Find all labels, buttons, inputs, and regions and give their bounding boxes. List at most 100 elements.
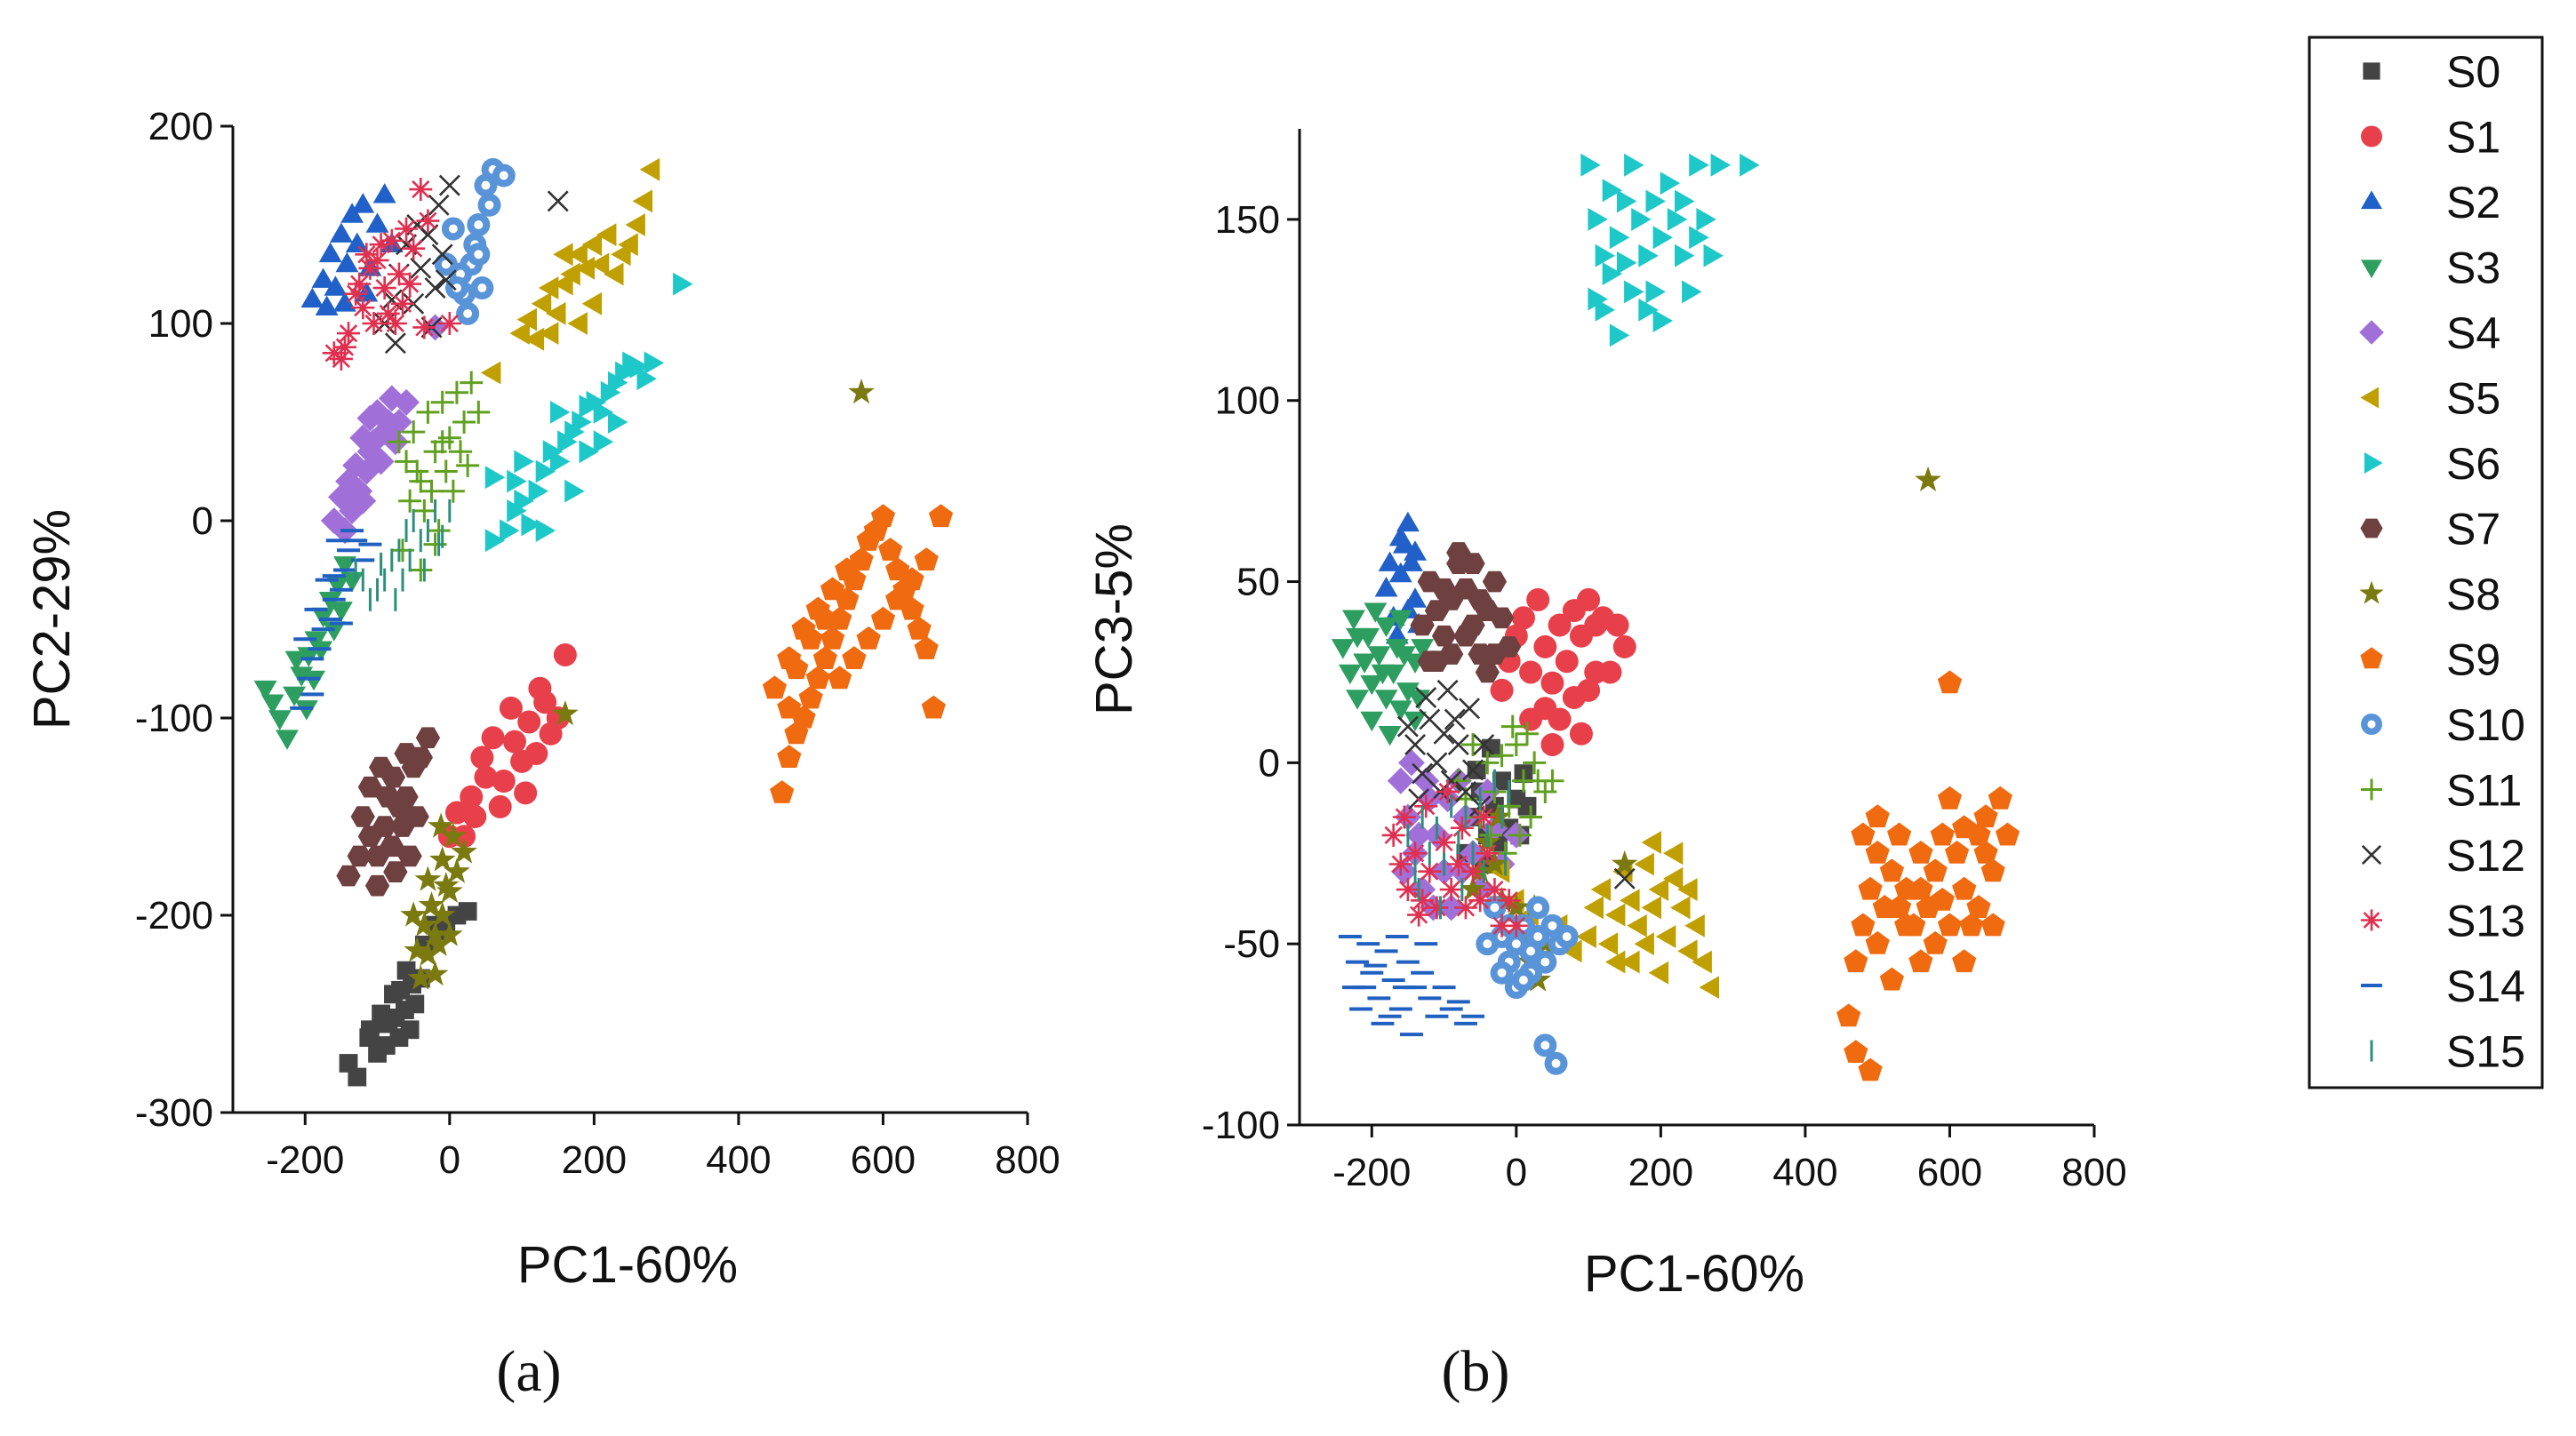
data-point xyxy=(1577,678,1601,702)
data-point xyxy=(636,367,657,391)
data-point xyxy=(1517,796,1537,816)
legend-item-s13: S13 xyxy=(2361,897,2525,946)
data-point xyxy=(770,780,795,803)
data-point xyxy=(1580,153,1601,177)
data-point xyxy=(625,213,645,236)
series-s0 xyxy=(339,902,477,1087)
data-point xyxy=(784,656,809,680)
data-point xyxy=(1374,690,1398,710)
series-s3 xyxy=(253,556,364,750)
data-point xyxy=(1433,722,1455,745)
data-point xyxy=(344,282,368,306)
data-point xyxy=(1634,932,1654,956)
data-point xyxy=(467,243,491,267)
data-point xyxy=(1388,700,1412,721)
panel-a-scatter-chart: -200 0 200 400 600 800 -300 -200 -100 0 100 200 PC1-… xyxy=(23,105,1060,1404)
legend-item-s3: S3 xyxy=(2361,243,2500,293)
data-point xyxy=(1387,767,1414,794)
data-point xyxy=(1930,888,1955,911)
data-point xyxy=(398,489,422,513)
data-point xyxy=(1378,726,1402,746)
y-tick-label: -200 xyxy=(135,894,213,937)
legend-label: S5 xyxy=(2446,374,2500,424)
data-point xyxy=(798,626,823,650)
series-s13 xyxy=(1381,779,1528,937)
data-point xyxy=(444,801,468,825)
data-point xyxy=(1388,610,1412,630)
data-point xyxy=(1836,1003,1861,1027)
data-point xyxy=(500,519,520,542)
data-point xyxy=(567,312,588,335)
y-axis-label: PC2-29% xyxy=(23,509,81,730)
data-point xyxy=(639,157,660,181)
data-point xyxy=(1374,577,1398,597)
data-point xyxy=(492,164,516,187)
data-point xyxy=(309,641,333,661)
data-point xyxy=(470,746,494,770)
data-point xyxy=(340,571,364,593)
data-point xyxy=(428,846,456,872)
y-tick-label: 100 xyxy=(1215,379,1280,423)
data-point xyxy=(1663,842,1684,866)
data-point xyxy=(404,806,429,827)
data-point xyxy=(1476,932,1500,956)
data-point xyxy=(1540,671,1564,695)
series-s15 xyxy=(354,499,452,611)
data-point xyxy=(351,296,375,320)
data-point xyxy=(1473,734,1495,755)
data-point xyxy=(347,845,372,867)
series-s13 xyxy=(322,178,461,371)
legend-marker xyxy=(2363,62,2380,80)
data-point xyxy=(1331,639,1355,659)
data-point xyxy=(1381,823,1405,847)
data-point xyxy=(409,178,433,202)
data-point xyxy=(1412,767,1440,794)
data-point xyxy=(835,557,860,581)
data-point xyxy=(1937,786,1963,810)
data-point xyxy=(1412,762,1434,785)
data-point xyxy=(394,743,419,764)
data-point xyxy=(430,390,454,414)
data-point xyxy=(1497,889,1521,913)
data-point xyxy=(538,322,559,345)
data-point xyxy=(1504,732,1528,756)
data-point xyxy=(550,401,571,424)
data-point xyxy=(517,710,541,734)
data-point xyxy=(383,312,407,335)
data-point xyxy=(456,453,480,477)
series-s14 xyxy=(290,529,382,710)
data-point xyxy=(451,838,477,864)
data-point xyxy=(1631,208,1652,231)
y-tick-label: -50 xyxy=(1223,922,1280,966)
legend-marker xyxy=(2360,387,2380,409)
data-point xyxy=(268,710,292,730)
data-point xyxy=(1602,179,1623,203)
data-point xyxy=(444,858,470,883)
data-point xyxy=(1504,913,1528,937)
data-point xyxy=(921,695,946,719)
data-point xyxy=(414,866,442,891)
data-point xyxy=(1414,794,1438,818)
data-point xyxy=(608,411,628,434)
data-point xyxy=(552,700,579,726)
data-point xyxy=(424,277,446,299)
data-point xyxy=(1519,805,1543,829)
x-tick-label: 400 xyxy=(706,1138,771,1182)
legend-label: S12 xyxy=(2446,831,2525,881)
data-point xyxy=(1490,913,1514,937)
data-point xyxy=(1436,679,1459,701)
data-point xyxy=(514,489,534,513)
data-point xyxy=(1562,939,1582,963)
data-point xyxy=(394,786,419,808)
data-point xyxy=(1584,660,1608,684)
legend-item-s5: S5 xyxy=(2360,374,2500,424)
data-point xyxy=(434,252,458,276)
data-point xyxy=(1462,759,1484,781)
data-point xyxy=(367,448,395,475)
data-point xyxy=(1405,821,1432,849)
data-point xyxy=(362,312,386,335)
data-point xyxy=(581,291,603,315)
data-point xyxy=(1453,896,1477,920)
legend-item-s2: S2 xyxy=(2361,178,2500,227)
data-point xyxy=(574,256,595,280)
